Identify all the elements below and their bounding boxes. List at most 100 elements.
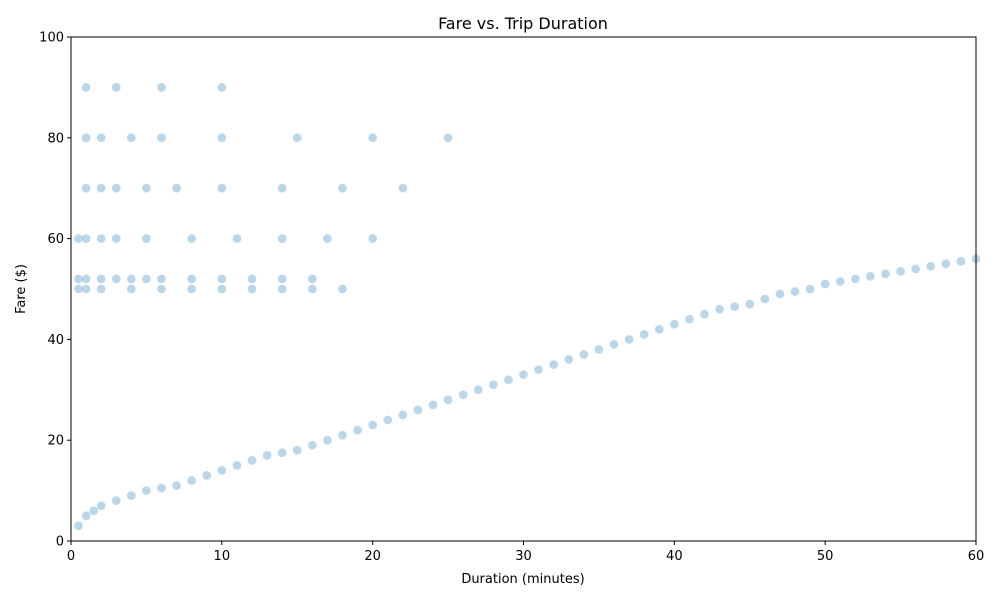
data-point [73, 284, 84, 294]
data-point [307, 440, 318, 451]
data-point [428, 400, 438, 410]
x-tick-label: 50 [817, 549, 834, 564]
data-point [186, 233, 197, 244]
data-point [805, 284, 815, 294]
data-point [81, 284, 91, 294]
data-point [247, 274, 257, 284]
data-point [413, 405, 423, 415]
chart-title: Fare vs. Trip Duration [438, 14, 608, 33]
data-point [111, 233, 122, 244]
x-tick-label: 30 [515, 549, 532, 564]
data-point [367, 133, 378, 143]
data-point [714, 304, 725, 314]
data-point [73, 521, 84, 531]
data-point [126, 133, 137, 143]
data-point [609, 339, 619, 350]
data-point [96, 284, 106, 294]
data-point [337, 430, 348, 440]
data-point [563, 354, 574, 365]
data-point [81, 274, 91, 284]
data-point [217, 133, 227, 143]
data-point [277, 447, 287, 458]
x-tick-label: 20 [364, 549, 381, 564]
data-point [850, 274, 861, 284]
data-point [292, 133, 303, 143]
data-point [111, 183, 122, 193]
data-point [232, 233, 242, 244]
data-point [518, 369, 529, 380]
data-point [171, 183, 182, 193]
data-point [941, 258, 951, 269]
data-point [156, 483, 167, 493]
data-point [533, 364, 544, 375]
data-point [73, 233, 84, 244]
data-point [865, 271, 876, 282]
data-point [925, 261, 936, 272]
y-tick-label: 60 [47, 232, 64, 247]
data-point [111, 274, 122, 284]
data-point [367, 420, 378, 430]
data-point [352, 425, 363, 435]
x-axis-ticks: 0 10 20 30 40 50 60 [67, 541, 984, 564]
data-point [96, 233, 106, 244]
data-point [141, 274, 152, 284]
data-point [217, 284, 227, 294]
data-point [956, 256, 966, 267]
data-point [337, 284, 348, 294]
data-point [96, 133, 106, 143]
data-point [171, 480, 182, 491]
data-point [186, 284, 197, 294]
data-point [156, 274, 167, 284]
data-point [790, 286, 800, 297]
data-point [81, 183, 91, 193]
data-point [277, 183, 287, 193]
data-point [81, 233, 91, 244]
data-point [835, 276, 846, 287]
data-point [73, 274, 84, 284]
data-point [81, 133, 91, 143]
x-tick-label: 60 [968, 549, 985, 564]
y-tick-label: 0 [56, 535, 64, 550]
data-point [684, 314, 695, 325]
data-point [186, 274, 197, 284]
data-point [639, 329, 649, 340]
data-point [594, 344, 604, 355]
data-point [111, 82, 122, 93]
data-point [277, 284, 287, 294]
data-point [367, 233, 378, 244]
data-point [669, 319, 680, 330]
plot-background [71, 37, 976, 541]
data-point [307, 274, 318, 284]
data-points [73, 82, 981, 531]
data-point [699, 309, 710, 320]
data-point [880, 269, 891, 279]
data-point [910, 264, 921, 274]
y-axis-ticks: 0 20 40 60 80 100 [39, 31, 71, 550]
data-point [217, 465, 227, 476]
data-point [624, 334, 634, 345]
data-point [88, 505, 99, 516]
x-axis-label: Duration (minutes) [461, 572, 584, 587]
data-point [277, 233, 287, 244]
data-point [96, 274, 106, 284]
data-point [443, 395, 453, 405]
data-point [322, 435, 333, 446]
data-point [895, 266, 906, 277]
data-point [262, 450, 272, 461]
data-point [382, 415, 393, 425]
data-point [186, 475, 197, 486]
data-point [277, 274, 287, 284]
data-point [322, 233, 333, 244]
data-point [126, 490, 137, 501]
data-point [156, 284, 167, 294]
y-axis-label: Fare ($) [14, 264, 29, 314]
data-point [292, 445, 303, 456]
data-point [126, 274, 137, 284]
data-point [111, 495, 122, 506]
data-point [247, 284, 257, 294]
x-tick-label: 0 [67, 549, 75, 564]
data-point [398, 410, 408, 420]
data-point [217, 274, 227, 284]
data-point [398, 183, 408, 193]
